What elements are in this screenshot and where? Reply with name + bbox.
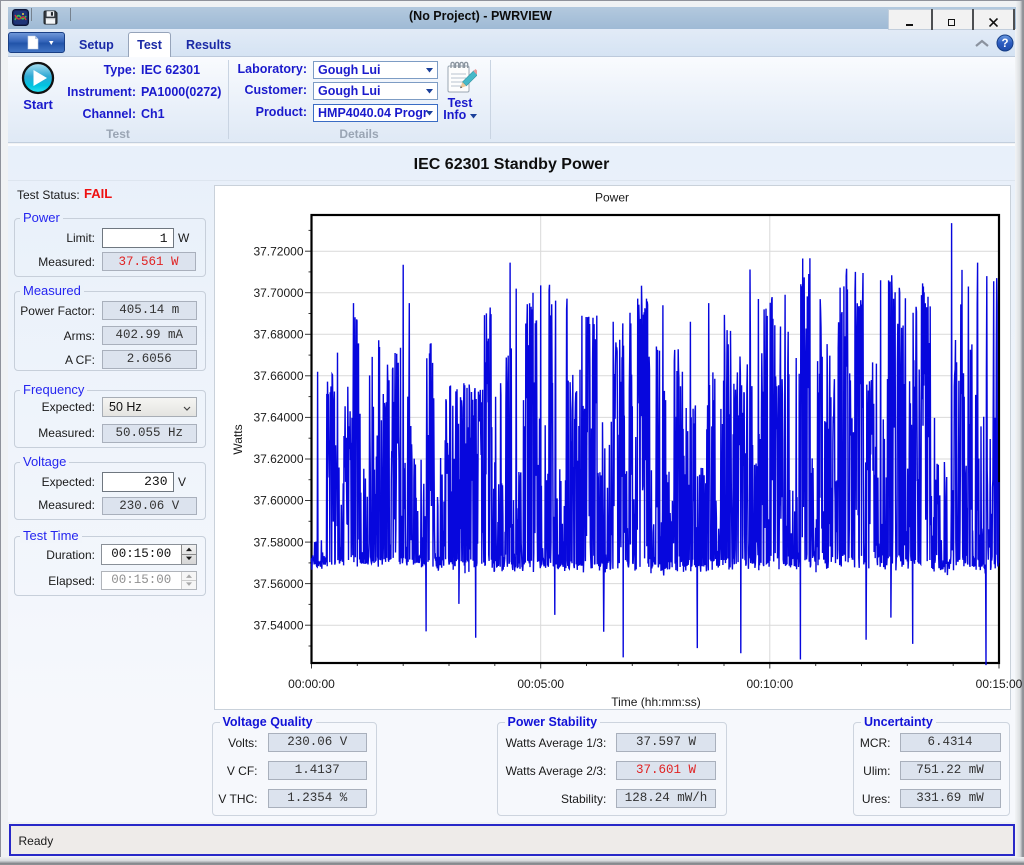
svg-text:Watts: Watts [231, 424, 245, 454]
svg-text:00:05:00: 00:05:00 [517, 677, 564, 691]
svg-text:37.64000: 37.64000 [253, 411, 303, 425]
svg-text:00:00:00: 00:00:00 [288, 677, 335, 691]
svg-text:Time (hh:mm:ss): Time (hh:mm:ss) [611, 695, 701, 709]
svg-text:Power: Power [595, 191, 629, 205]
svg-text:37.54000: 37.54000 [253, 618, 303, 632]
svg-text:37.72000: 37.72000 [253, 244, 303, 258]
svg-text:37.62000: 37.62000 [253, 452, 303, 466]
svg-text:37.68000: 37.68000 [253, 328, 303, 342]
svg-text:37.56000: 37.56000 [253, 577, 303, 591]
svg-text:00:10:00: 00:10:00 [746, 677, 793, 691]
svg-text:37.70000: 37.70000 [253, 286, 303, 300]
svg-text:?: ? [1001, 38, 1008, 50]
svg-text:00:15:00: 00:15:00 [976, 677, 1023, 691]
svg-text:37.66000: 37.66000 [253, 369, 303, 383]
svg-text:37.60000: 37.60000 [253, 494, 303, 508]
svg-text:37.58000: 37.58000 [253, 535, 303, 549]
